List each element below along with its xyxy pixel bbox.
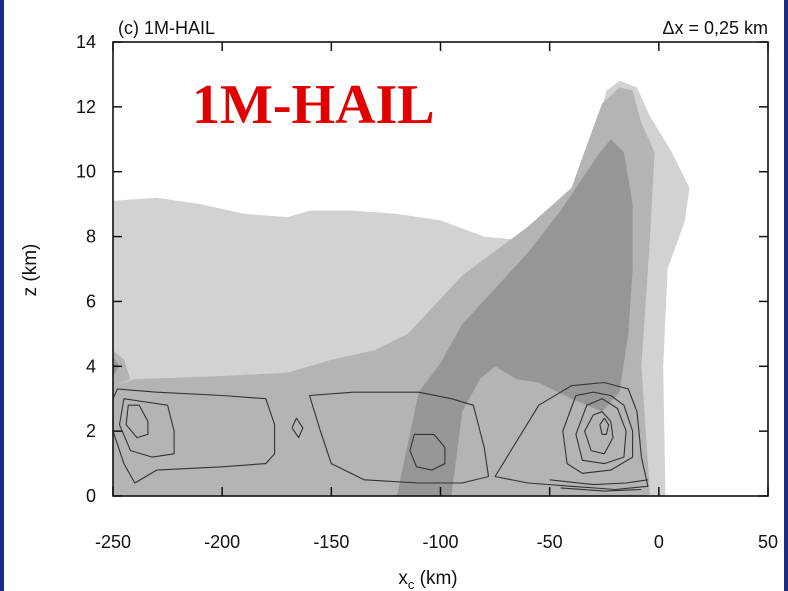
y-tick-label: 8	[86, 227, 96, 247]
y-tick-label: 0	[86, 486, 96, 506]
y-tick-label: 4	[86, 356, 96, 376]
x-tick-label: -200	[204, 532, 240, 552]
y-tick-label: 12	[76, 97, 96, 117]
contour-line-7	[575, 398, 627, 465]
contour-line-0	[113, 388, 276, 484]
contour-lines	[113, 381, 649, 492]
contour-line-1	[118, 398, 175, 458]
y-tick-label: 2	[86, 421, 96, 441]
y-axis-label: z (km)	[20, 244, 41, 297]
y-tick-label: 14	[76, 32, 96, 52]
x-tick-label: -150	[313, 532, 349, 552]
x-tick-label: 50	[758, 532, 778, 552]
contour-line-5	[494, 381, 649, 491]
shaded-regions	[113, 80, 690, 496]
x-tick-label: -50	[537, 532, 563, 552]
x-axis-ticks: -250 -200 -150 -100 -50 0 50	[95, 42, 778, 552]
contour-line-9	[599, 417, 610, 435]
x-tick-label: -250	[95, 532, 131, 552]
left-frame-border	[0, 0, 4, 591]
x-axis-label-unit: (km)	[414, 568, 457, 589]
shaded-region-2	[396, 139, 633, 496]
x-axis-label: xc (km)	[398, 568, 457, 591]
x-axis-label-main: x	[398, 568, 408, 589]
x-tick-label: 0	[654, 532, 664, 552]
resolution-label: Δx = 0,25 km	[662, 18, 768, 38]
y-tick-label: 6	[86, 291, 96, 311]
y-tick-label: 10	[76, 162, 96, 182]
x-tick-label: -100	[422, 532, 458, 552]
right-frame-border	[784, 0, 788, 591]
contour-line-8	[584, 411, 614, 455]
overlay-title: 1M-HAIL	[192, 74, 435, 136]
panel-label: (c) 1M-HAIL	[118, 18, 215, 38]
shaded-region-3	[113, 350, 131, 386]
contour-line-6	[562, 391, 634, 474]
shaded-region-1	[113, 87, 655, 496]
contour-line-11	[560, 487, 642, 492]
x-axis-label-subscript: c	[408, 577, 415, 591]
contour-line-4	[409, 433, 446, 471]
y-axis-ticks: 0 2 4 6 8 10 12 14	[76, 32, 768, 506]
contour-line-3	[308, 391, 490, 484]
contour-line-2	[125, 404, 149, 439]
contour-line-12	[291, 417, 304, 439]
contour-line-10	[549, 479, 648, 486]
